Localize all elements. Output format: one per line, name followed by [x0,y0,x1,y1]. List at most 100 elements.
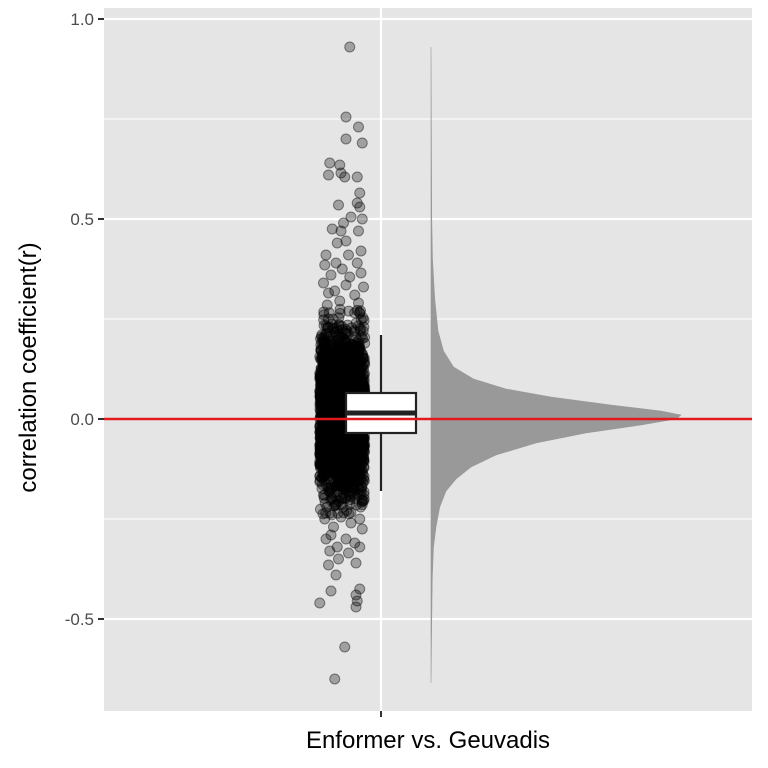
data-point [343,470,355,482]
data-point [329,430,341,442]
data-point [344,487,356,499]
data-point [315,433,327,445]
data-point [334,295,346,307]
data-point [357,446,369,458]
data-point [332,472,344,484]
data-point [319,329,331,341]
data-point [323,485,335,497]
y-tick-label: 0.5 [70,210,94,229]
data-point [354,364,366,376]
data-point [327,439,339,451]
data-point [327,379,339,391]
data-point [321,438,333,450]
data-point [333,448,345,460]
data-point [357,375,369,387]
data-point [323,339,335,351]
data-point [314,370,326,382]
data-point [346,365,358,377]
data-point [319,382,331,394]
data-point [325,393,337,405]
data-point [321,430,333,442]
data-point [338,432,350,444]
data-point [325,461,337,473]
data-point [326,368,338,380]
data-point [338,350,350,362]
data-point [333,319,345,331]
data-point [331,343,343,355]
data-point [331,364,343,376]
data-point [317,351,329,363]
data-point [323,447,335,459]
data-point [352,380,364,392]
data-point [315,393,327,405]
data-point [345,343,357,355]
data-point [329,458,341,470]
data-point [331,357,343,369]
data-point [316,399,328,411]
data-point [319,393,331,405]
data-point [331,393,343,405]
data-point [331,399,343,411]
data-point [321,438,333,450]
data-point [347,478,359,490]
data-point [334,360,346,372]
data-point [326,390,338,402]
data-point [323,404,335,416]
data-point [338,507,350,519]
data-point [329,437,341,449]
data-point [318,363,330,375]
data-point [319,371,331,383]
data-point [317,421,329,433]
data-point [320,420,332,432]
data-point [316,376,328,388]
data-point [320,404,332,416]
data-point [323,361,335,373]
data-point [317,356,329,368]
data-point [350,444,362,456]
y-tick-label: 1.0 [70,10,94,29]
data-point [356,482,368,494]
data-point [348,375,360,387]
data-point [346,380,358,392]
data-point [325,420,337,432]
data-point [328,354,340,366]
data-point [340,449,352,461]
data-point [345,356,357,368]
data-point [314,460,326,472]
data-point [340,446,352,458]
data-point [317,399,329,411]
data-point [334,477,346,489]
data-point [340,133,352,145]
data-point [344,455,356,467]
data-point [347,488,359,500]
data-point [334,423,346,435]
data-point [332,368,344,380]
data-point [332,380,344,392]
data-point [318,277,329,289]
data-point [319,381,331,393]
data-point [322,377,334,389]
data-point [326,465,338,477]
data-point [316,478,328,490]
data-point [319,489,331,501]
data-point [317,437,329,449]
data-point [316,395,328,407]
data-point [355,314,367,326]
data-point [320,399,332,411]
data-point [324,335,336,347]
data-point [317,425,329,437]
data-point [318,432,330,444]
data-point [350,437,362,449]
data-point [333,199,344,211]
data-point [323,396,335,408]
data-point [317,401,329,413]
data-point [329,434,341,446]
data-point [342,445,354,457]
data-point [333,369,345,381]
data-point [342,461,354,473]
data-point [336,475,348,487]
data-point [317,378,329,390]
data-point [320,460,332,472]
data-point [326,435,338,447]
